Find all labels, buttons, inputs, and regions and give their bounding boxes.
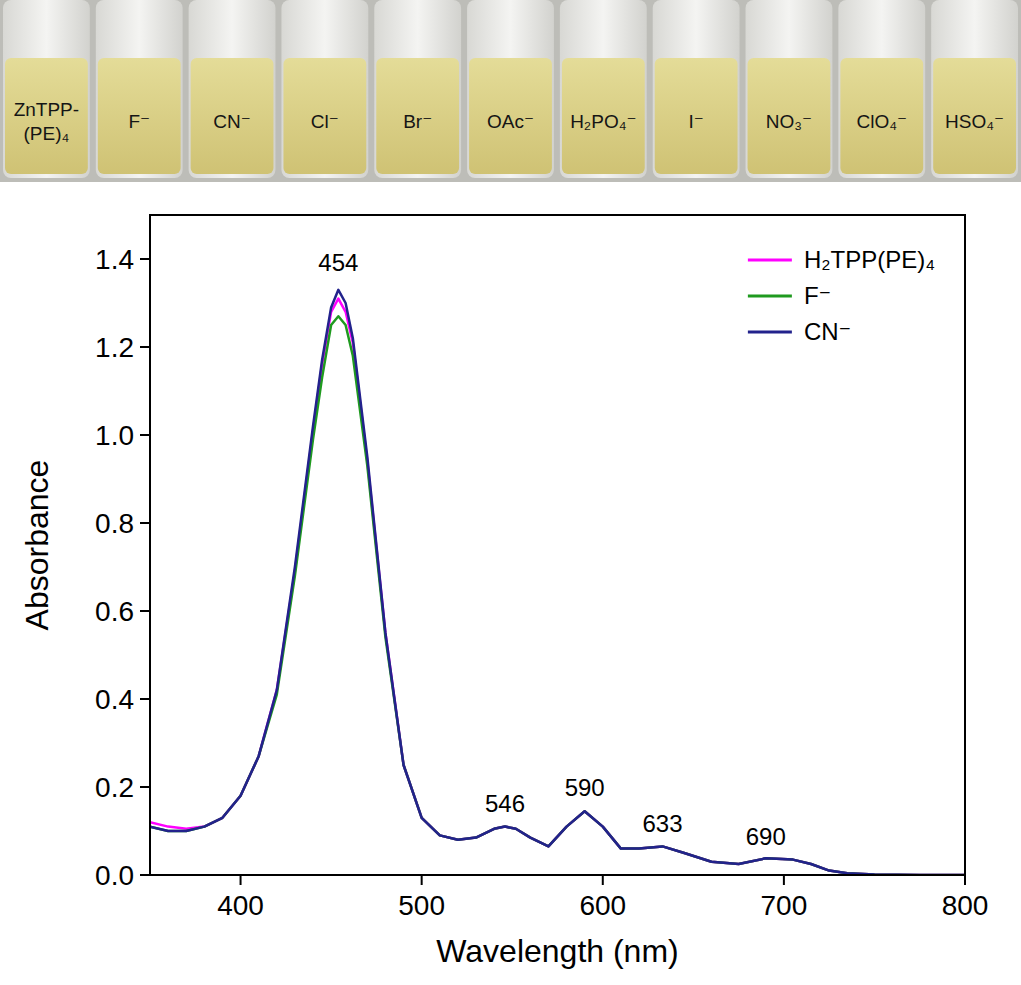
y-tick	[140, 522, 150, 524]
legend-label: F⁻	[804, 282, 831, 309]
y-tick-label: 1.4	[95, 244, 134, 275]
vial	[838, 0, 925, 178]
vial	[653, 0, 740, 178]
peak-label: 546	[485, 790, 525, 817]
x-tick-label: 500	[398, 890, 445, 921]
vial-liquid	[191, 58, 274, 174]
peak-label: 590	[565, 774, 605, 801]
vial-label: F⁻	[128, 111, 150, 132]
x-tick	[783, 875, 785, 885]
vial-label-line: ZnTPP-	[14, 99, 79, 120]
y-tick	[140, 434, 150, 436]
vial-liquid	[376, 58, 459, 174]
vial-label: HSO₄⁻	[945, 111, 1004, 132]
x-tick-label: 700	[761, 890, 808, 921]
x-tick-label: 600	[579, 890, 626, 921]
y-tick-label: 0.8	[95, 508, 134, 539]
x-tick	[240, 875, 242, 885]
legend-label: CN⁻	[804, 318, 851, 345]
vial	[189, 0, 276, 178]
vial	[467, 0, 554, 178]
y-axis-title: Absorbance	[19, 460, 55, 631]
y-tick	[140, 786, 150, 788]
y-tick-label: 0.2	[95, 772, 134, 803]
vial	[374, 0, 461, 178]
x-tick	[602, 875, 604, 885]
x-tick	[421, 875, 423, 885]
vial-liquid	[840, 58, 923, 174]
vial-liquid	[469, 58, 552, 174]
y-tick-label: 0.4	[95, 684, 134, 715]
vial-label: I⁻	[688, 111, 703, 132]
vial-label: H₂PO₄⁻	[570, 111, 636, 132]
x-axis-title: Wavelength (nm)	[436, 933, 678, 969]
series-line	[150, 316, 965, 875]
peak-label: 690	[746, 823, 786, 850]
vial	[281, 0, 368, 178]
vial-label: OAc⁻	[487, 111, 534, 132]
vial-liquid	[562, 58, 645, 174]
y-tick	[140, 610, 150, 612]
photo: ZnTPP- (PE)₄ F⁻ CN⁻ Cl⁻ Br⁻ OAc⁻ H₂PO₄⁻ I⁻ NO₃⁻ Cl…	[0, 0, 1021, 182]
vial-liquid	[283, 58, 366, 174]
y-tick	[140, 258, 150, 260]
vial-label: CN⁻	[213, 111, 250, 132]
legend-swatch	[748, 259, 792, 262]
y-tick-label: 1.0	[95, 420, 134, 451]
vial	[96, 0, 183, 178]
vial-label: Cl⁻	[311, 111, 339, 132]
y-tick-label: 1.2	[95, 332, 134, 363]
legend: H₂TPP(PE)₄ F⁻ CN⁻	[748, 246, 935, 345]
legend-label: H₂TPP(PE)₄	[804, 246, 935, 273]
chart: 400 500 600 700 800 0.0 0.2 0.4 0.6 0.8 1.0 1.2 1.4 4…	[19, 215, 988, 969]
series-line	[150, 290, 965, 875]
y-tick	[140, 346, 150, 348]
legend-swatch	[748, 331, 792, 334]
x-tick-label: 400	[217, 890, 264, 921]
y-tick-label: 0.6	[95, 596, 134, 627]
peak-label: 454	[318, 249, 358, 276]
x-tick-label: 800	[942, 890, 989, 921]
y-tick-label: 0.0	[95, 860, 134, 891]
vial-liquid	[655, 58, 738, 174]
vial-liquid	[5, 58, 88, 174]
vial-liquid	[933, 58, 1016, 174]
series-group	[150, 290, 965, 875]
vial-liquid	[748, 58, 831, 174]
plot-frame	[150, 215, 965, 875]
vial-label: Br⁻	[403, 111, 432, 132]
x-tick	[964, 875, 966, 885]
vial-label: NO₃⁻	[766, 111, 812, 132]
y-tick	[140, 698, 150, 700]
vial	[3, 0, 90, 178]
vial	[931, 0, 1018, 178]
vial	[746, 0, 833, 178]
vial-label: ZnTPP- (PE)₄	[14, 99, 79, 144]
vial	[560, 0, 647, 178]
legend-swatch	[748, 295, 792, 298]
peak-label: 633	[643, 810, 683, 837]
vial-liquid	[98, 58, 181, 174]
series-line	[150, 299, 965, 875]
vial-label: ClO₄⁻	[857, 111, 908, 132]
photo-background	[0, 0, 1021, 182]
y-tick	[140, 874, 150, 876]
vial-label-line: (PE)₄	[24, 123, 70, 144]
